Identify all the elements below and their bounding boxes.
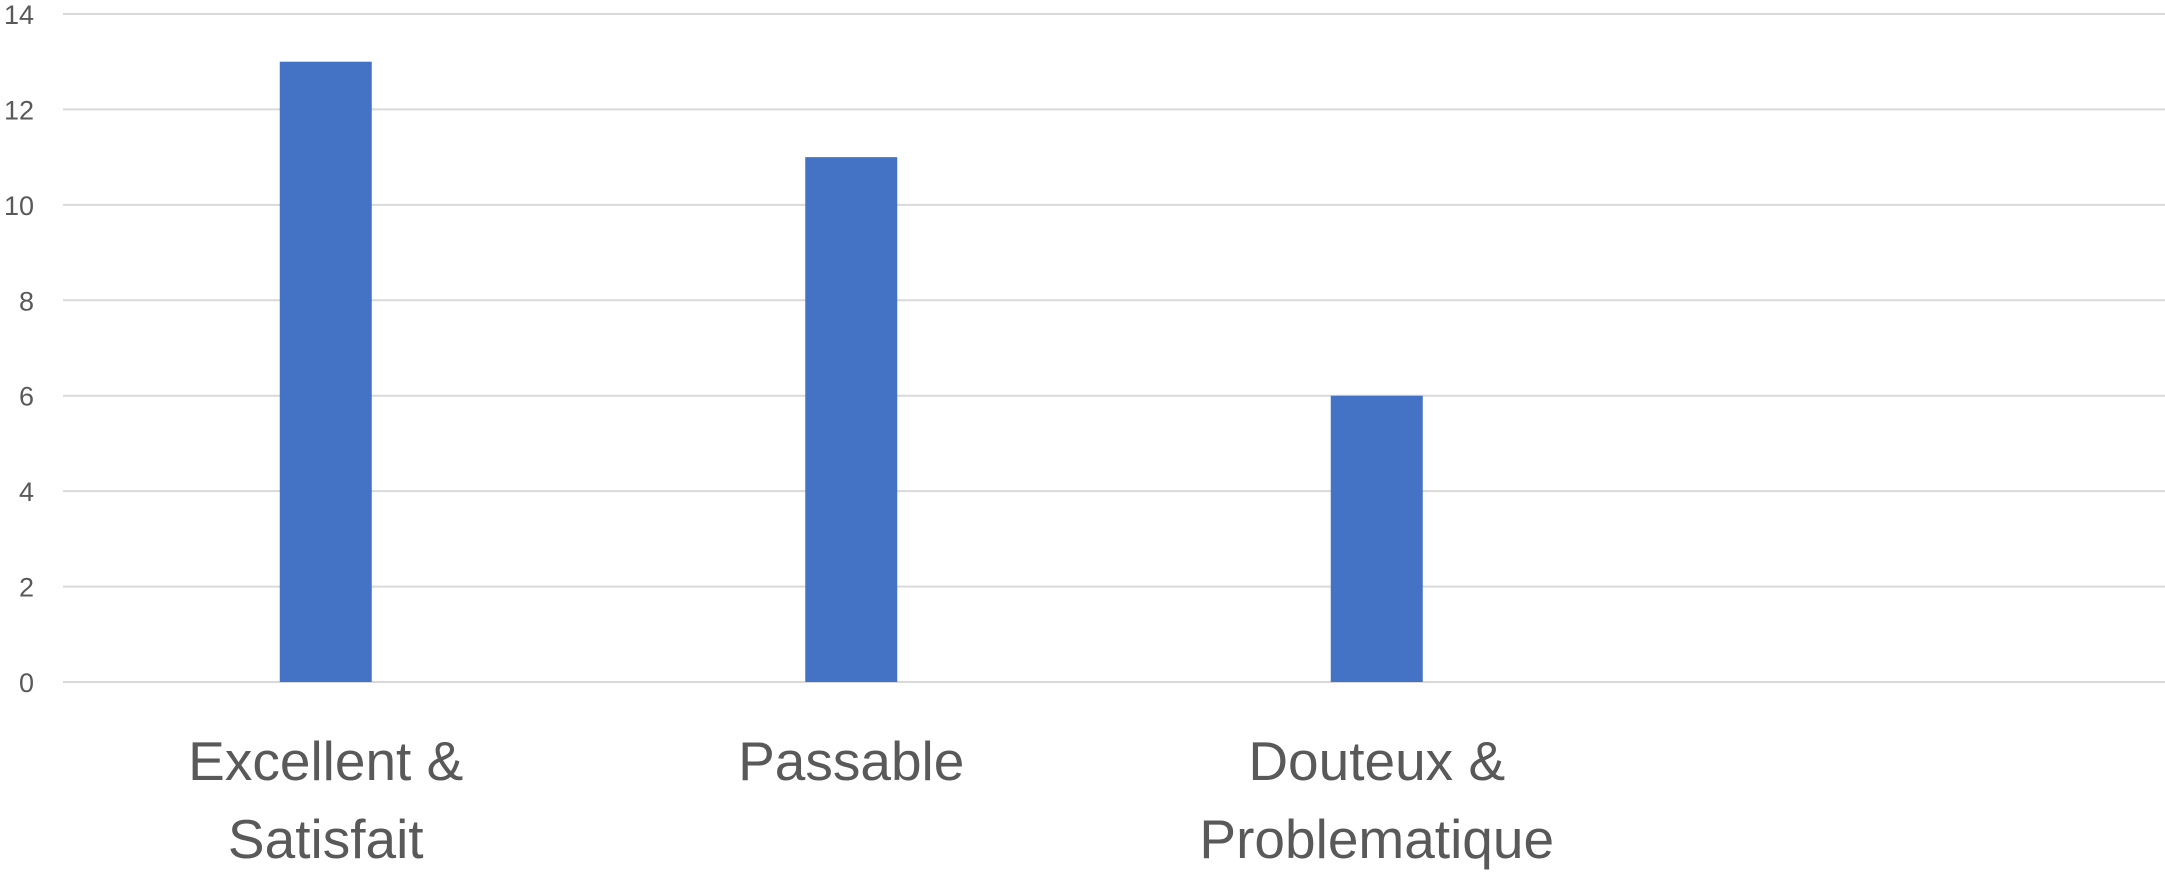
x-tick-label: Passable (738, 730, 964, 792)
x-tick-label: Douteux & Problematique (1199, 730, 1554, 870)
bar (279, 61, 372, 682)
bar (1330, 395, 1423, 682)
y-tick-label: 2 (19, 573, 34, 603)
y-tick-label: 10 (4, 191, 34, 221)
y-tick-label: 0 (19, 668, 34, 698)
bars (279, 61, 1423, 683)
y-tick-label: 14 (4, 0, 34, 30)
y-tick-label: 6 (19, 382, 34, 412)
y-axis-tick-labels: 0 2 4 6 8 10 12 14 (4, 0, 34, 698)
bar (805, 157, 898, 683)
y-tick-label: 8 (19, 286, 34, 316)
y-tick-label: 12 (4, 95, 34, 125)
y-tick-label: 4 (19, 477, 34, 507)
gridlines (63, 13, 2165, 683)
x-axis-tick-labels: Excellent & Satisfait Passable Douteux & Pro… (188, 730, 1554, 870)
x-tick-label: Excellent & Satisfait (188, 730, 463, 870)
